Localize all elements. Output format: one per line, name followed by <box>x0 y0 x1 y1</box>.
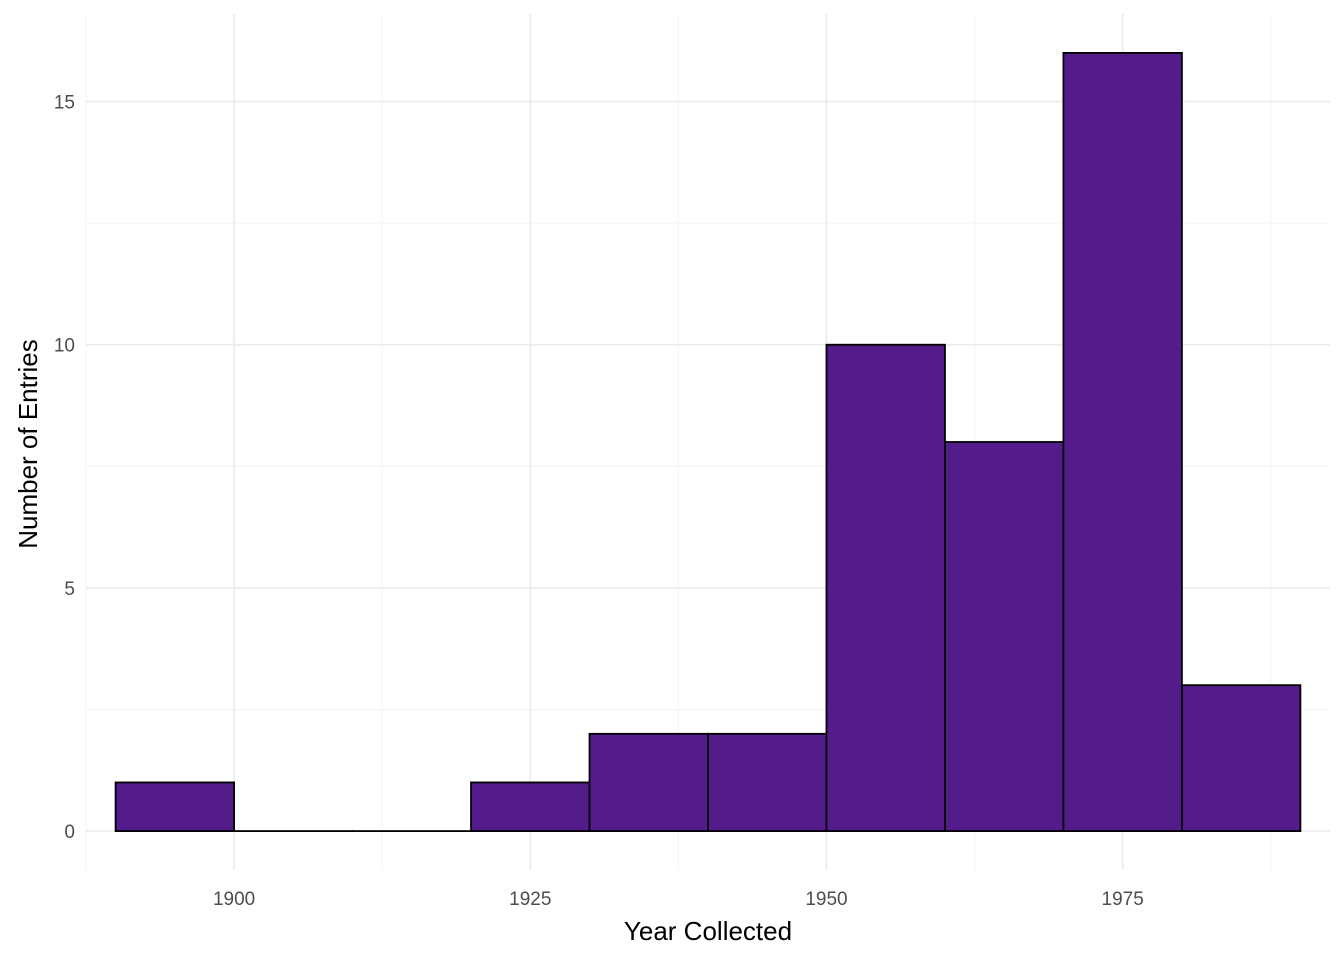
histogram-bar <box>944 441 1065 832</box>
histogram-bar <box>1181 684 1302 832</box>
histogram-bar <box>1062 52 1183 832</box>
histogram-bar <box>114 781 235 832</box>
x-axis-tick-labels: 1900 1925 1950 1975 <box>213 889 1144 910</box>
y-tick-label: 15 <box>54 93 75 114</box>
histogram-bar <box>825 343 946 832</box>
x-tick-label: 1950 <box>805 889 847 910</box>
y-tick-label: 0 <box>64 822 75 843</box>
y-axis-title: Number of Entries <box>13 339 43 549</box>
y-tick-label: 10 <box>54 336 75 357</box>
x-tick-label: 1975 <box>1102 889 1144 910</box>
y-axis-tick-labels: 0 5 10 15 <box>54 93 75 844</box>
histogram-bar <box>470 781 591 832</box>
histogram-bar <box>588 732 709 832</box>
histogram-bars <box>114 52 1302 832</box>
x-tick-label: 1925 <box>509 889 551 910</box>
x-tick-label: 1900 <box>213 889 255 910</box>
x-axis-title: Year Collected <box>624 916 792 946</box>
y-tick-label: 5 <box>64 579 75 600</box>
minor-gridlines <box>85 14 1330 870</box>
histogram-bar <box>707 732 828 832</box>
